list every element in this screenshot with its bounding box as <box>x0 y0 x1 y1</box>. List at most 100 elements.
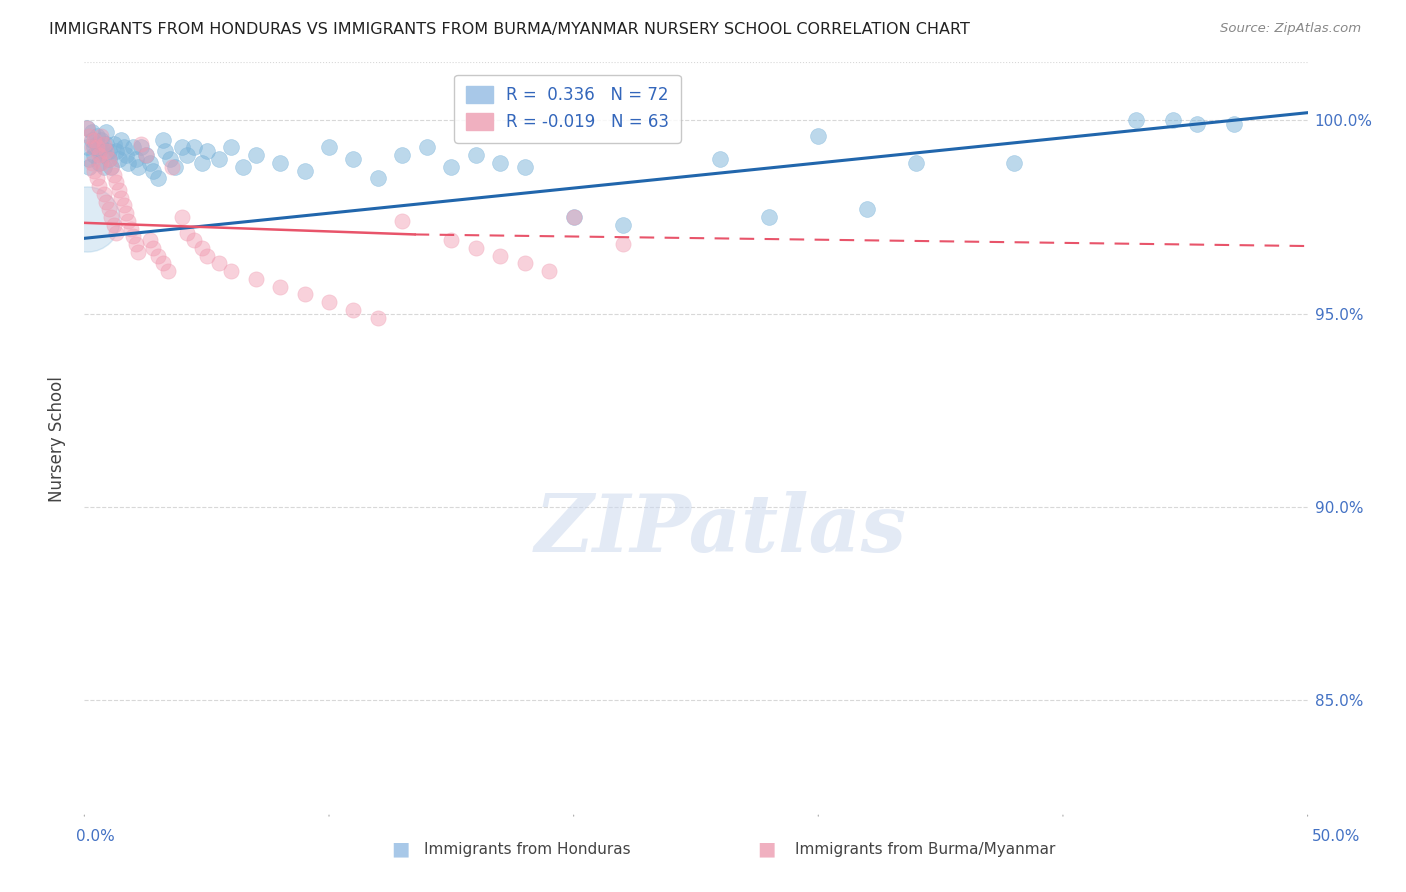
Point <box>342 152 364 166</box>
Point <box>80 125 103 139</box>
Point <box>112 198 135 212</box>
Point <box>96 145 118 159</box>
Point <box>538 264 561 278</box>
Point <box>1161 113 1184 128</box>
Point <box>183 140 205 154</box>
Point <box>905 156 928 170</box>
Point <box>115 148 138 162</box>
Point <box>117 156 139 170</box>
Point <box>83 140 105 154</box>
Point <box>87 156 110 170</box>
Point <box>83 148 105 162</box>
Point <box>103 218 125 232</box>
Point <box>232 160 254 174</box>
Point <box>117 214 139 228</box>
Point <box>1125 113 1147 128</box>
Point <box>176 226 198 240</box>
Point <box>183 233 205 247</box>
Point <box>107 183 129 197</box>
Point <box>208 256 231 270</box>
Point <box>269 156 291 170</box>
Point <box>489 249 512 263</box>
Point <box>612 218 634 232</box>
Point <box>87 148 110 162</box>
Point <box>127 160 149 174</box>
Point <box>96 136 118 151</box>
Point <box>135 148 157 162</box>
Point <box>191 156 214 170</box>
Point <box>139 156 162 170</box>
Point <box>219 140 242 154</box>
Point <box>464 241 486 255</box>
Point <box>195 145 218 159</box>
Point <box>142 241 165 255</box>
Point <box>107 152 129 166</box>
Point <box>807 128 830 143</box>
Point <box>391 214 413 228</box>
Point <box>110 191 132 205</box>
Point <box>97 202 120 217</box>
Point <box>80 140 103 154</box>
Point <box>294 163 316 178</box>
Point <box>440 233 463 247</box>
Point <box>612 237 634 252</box>
Point <box>513 160 536 174</box>
Point <box>191 241 214 255</box>
Point <box>318 295 340 310</box>
Point <box>172 210 194 224</box>
Point <box>146 171 169 186</box>
Text: ■: ■ <box>756 839 776 859</box>
Point <box>464 148 486 162</box>
Point <box>122 140 145 154</box>
Point <box>100 160 122 174</box>
Point <box>245 272 267 286</box>
Point <box>100 210 122 224</box>
Point <box>87 179 110 194</box>
Point <box>90 128 112 143</box>
Point <box>153 145 176 159</box>
Point <box>96 125 118 139</box>
Point <box>513 256 536 270</box>
Point <box>87 145 110 159</box>
Point <box>562 210 585 224</box>
Point <box>367 171 389 186</box>
Point <box>176 148 198 162</box>
Point <box>208 152 231 166</box>
Point <box>156 264 179 278</box>
Point <box>142 163 165 178</box>
Point <box>103 168 125 182</box>
Point <box>367 310 389 325</box>
Point <box>83 133 105 147</box>
Point <box>440 160 463 174</box>
Point <box>103 136 125 151</box>
Point <box>269 279 291 293</box>
Point <box>86 171 108 186</box>
Point <box>76 121 98 136</box>
Text: ■: ■ <box>391 839 411 859</box>
Point <box>97 152 120 166</box>
Point <box>562 210 585 224</box>
Point <box>342 302 364 317</box>
Point <box>135 148 157 162</box>
Point <box>112 140 135 154</box>
Point <box>96 194 118 209</box>
Point <box>77 152 100 166</box>
Point <box>152 256 174 270</box>
Point <box>93 136 115 151</box>
Point <box>159 152 181 166</box>
Point <box>162 160 184 174</box>
Point <box>489 156 512 170</box>
Point <box>76 140 98 154</box>
Point <box>856 202 879 217</box>
Point <box>97 145 120 159</box>
Point <box>245 148 267 162</box>
Point <box>83 163 105 178</box>
Text: 50.0%: 50.0% <box>1312 830 1360 844</box>
Point <box>318 140 340 154</box>
Text: Immigrants from Honduras: Immigrants from Honduras <box>425 842 630 856</box>
Y-axis label: Nursery School: Nursery School <box>48 376 66 502</box>
Point <box>77 160 100 174</box>
Point <box>129 136 152 151</box>
Text: 0.0%: 0.0% <box>76 830 115 844</box>
Point <box>77 128 100 143</box>
